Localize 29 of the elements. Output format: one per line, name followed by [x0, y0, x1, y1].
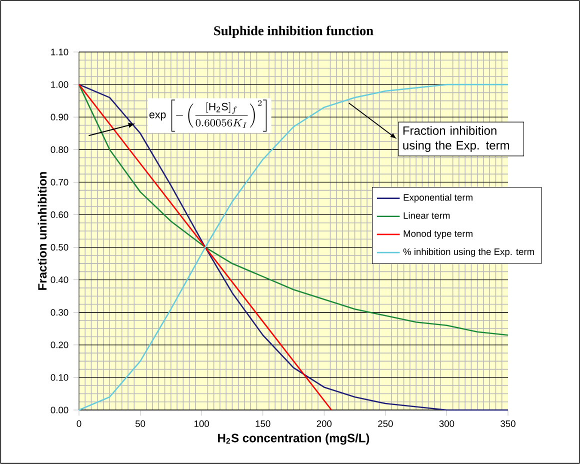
y-tick-label: 0.10	[50, 374, 68, 381]
legend-label: Linear term	[404, 212, 450, 219]
annotation: $\exp\left[-\left(\frac{[\mathrm{H_2S}]_f}{0.60056K_{I}}\right)^{2}\right]$	[149, 100, 267, 132]
y-tick-label: 0.80	[50, 146, 68, 153]
legend-label: Monod type term	[404, 230, 472, 239]
x-tick-label: 150	[256, 420, 270, 427]
chart-title: Sulphide inhibition function	[214, 26, 374, 38]
y-tick-label: 0.60	[50, 211, 68, 218]
y-tick-label: 0.70	[50, 178, 68, 186]
x-tick-label: 350	[500, 420, 516, 427]
y-axis-title: Fraction uninhibition	[38, 172, 47, 290]
annotation: Fraction inhibition using the Exp. term	[403, 126, 510, 152]
y-tick-label: 1.00	[51, 81, 68, 88]
x-tick-label: 100	[194, 420, 209, 427]
y-tick-label: 0.20	[50, 342, 68, 348]
y-tick-label: 1.10	[51, 48, 68, 56]
y-tick-label: 0.90	[50, 114, 68, 120]
y-tick-label: 0.40	[50, 276, 68, 284]
x-tick-label: 50	[135, 420, 146, 427]
y-tick-label: 0.50	[50, 244, 68, 251]
legend-label: % inhibition using the Exp. term	[403, 248, 534, 257]
y-tick-label: 0.00	[50, 406, 68, 414]
x-tick-label: 0	[76, 420, 82, 427]
x-tick-label: 300	[439, 420, 454, 427]
x-tick-label: 200	[316, 420, 332, 427]
x-tick-label: 250	[378, 420, 393, 427]
y-tick-label: 0.30	[50, 309, 68, 316]
x-axis-title: H$_{2}$S concentration (mgS/L)	[218, 433, 370, 445]
legend-label: Exponential term	[404, 194, 472, 203]
